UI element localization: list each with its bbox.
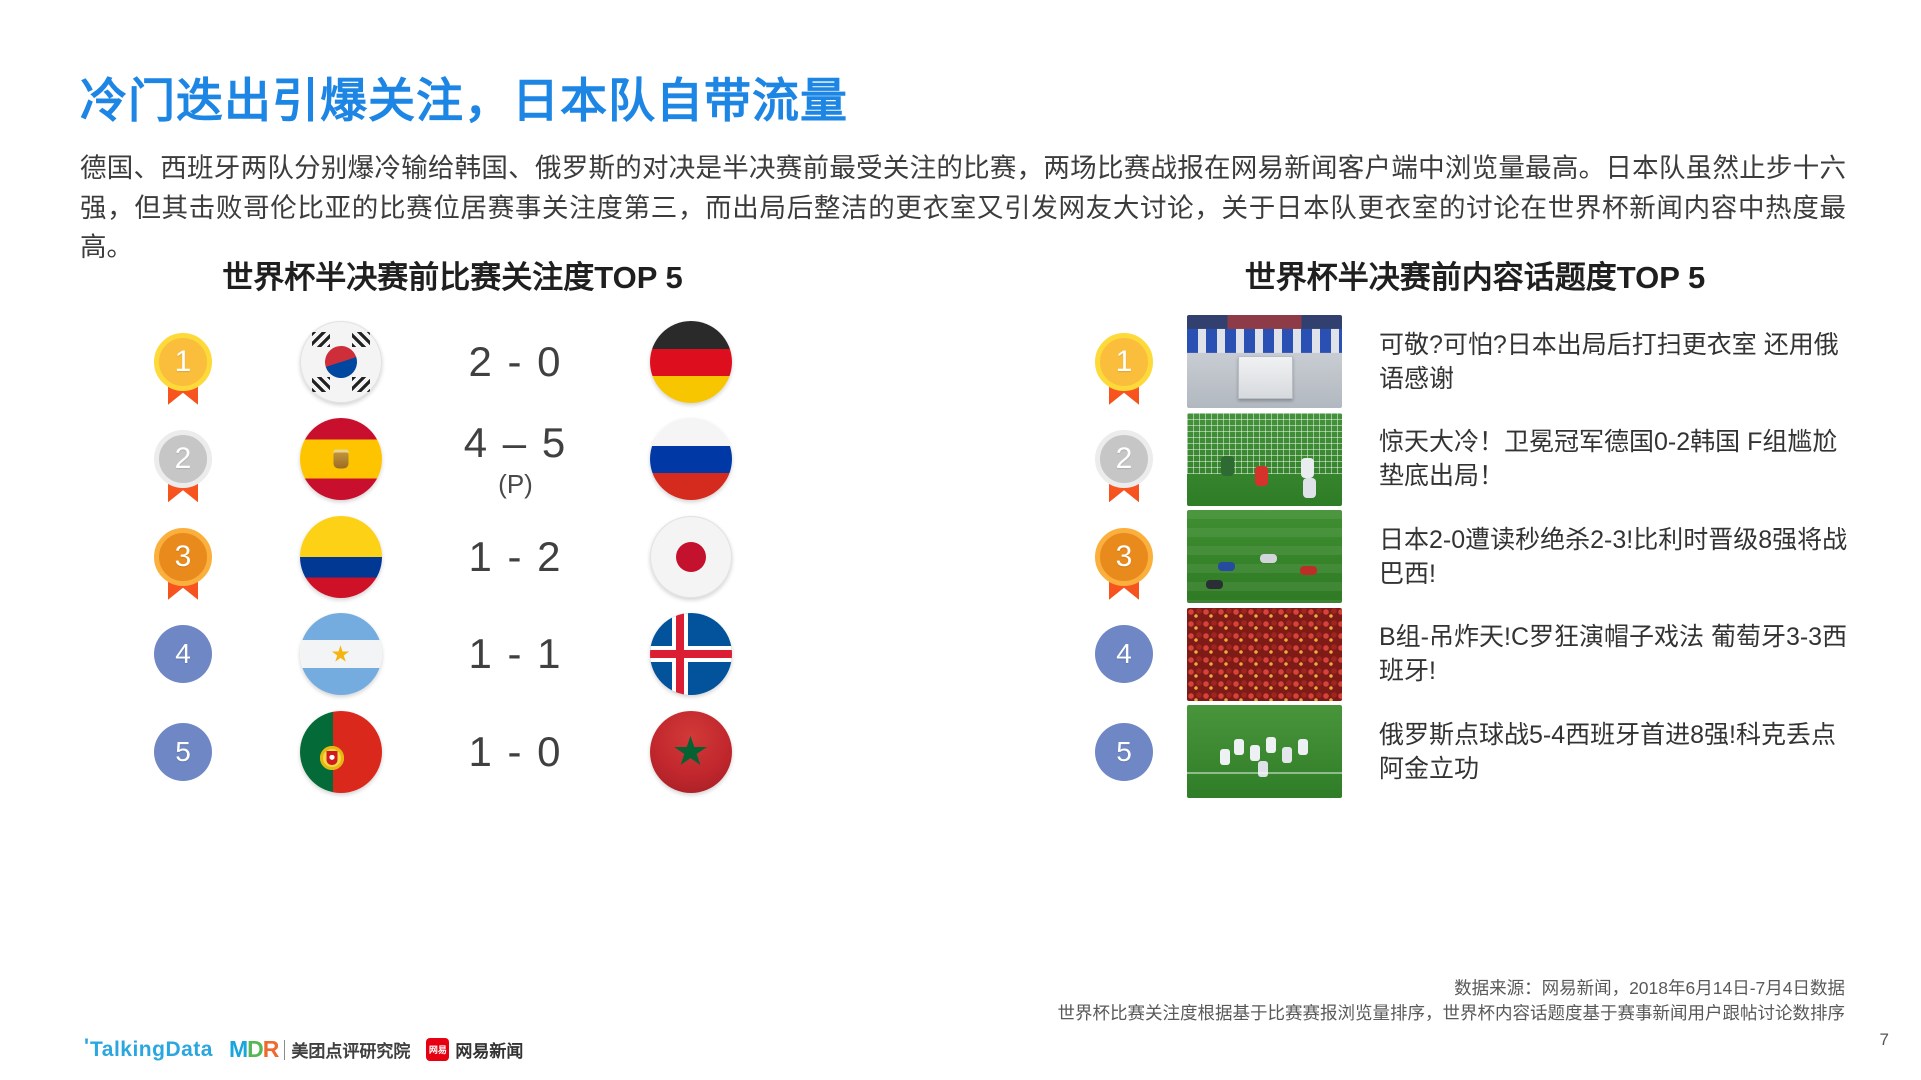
topic-ranking-panel: 世界杯半决赛前内容话题度TOP 5 1 可敬?可怕?日本出局后打扫更衣室 还用俄… (1095, 252, 1855, 801)
match-score: 1 - 0 (468, 727, 563, 775)
iceland-flag-icon (649, 613, 732, 696)
topic-ranking-title: 世界杯半决赛前内容话题度TOP 5 (1244, 260, 1706, 295)
match-ranking-rows: 1 2 - 0 2 4 – 5 (P) (80, 313, 825, 801)
match-score: 1 - 2 (468, 532, 563, 580)
russia-celebration-thumbnail (1187, 705, 1342, 799)
south-korea-flag-icon (299, 320, 382, 403)
topic-row-5: 5 俄罗斯点球战5-4西班牙首进8强!科克丢点阿金立功 (1095, 703, 1855, 801)
rank-number: 1 (154, 332, 212, 391)
netease-news-label: 网易新闻 (455, 1042, 524, 1061)
score-cell: 4 – 5 (P) (464, 419, 567, 500)
match-row-1: 1 2 - 0 (80, 313, 825, 411)
germany-korea-thumbnail (1187, 412, 1342, 506)
page-title: 冷门迭出引爆关注，日本队自带流量 (80, 74, 848, 127)
score-cell: 1 - 0 (468, 728, 562, 776)
rank-5-badge: 5 (1095, 722, 1153, 781)
topic-row-3: 3 日本2-0遭读秒绝杀2-3!比利时晋级8强将战巴西! (1095, 508, 1855, 606)
footer-logos: TalkingData MDR 美团点评研究院 网易 网易新闻 (84, 1035, 523, 1063)
score-cell: 2 - 0 (468, 338, 562, 386)
score-cell: 1 - 1 (468, 630, 562, 678)
intro-paragraph: 德国、西班牙两队分别爆冷输给韩国、俄罗斯的对决是半决赛前最受关注的比赛，两场比赛… (80, 153, 1846, 262)
meituan-research-label: 美团点评研究院 (291, 1042, 411, 1061)
netease-news-logo: 网易 网易新闻 (426, 1037, 523, 1062)
data-source-line1: 数据来源：网易新闻，2018年6月14日-7月4日数据 (1454, 978, 1845, 998)
portugal-fans-thumbnail (1187, 607, 1342, 701)
rank-3-badge: 3 (154, 527, 212, 600)
topic-headline: 可敬?可怕?日本出局后打扫更衣室 还用俄语感谢 (1379, 330, 1839, 393)
locker-room-thumbnail (1187, 315, 1342, 409)
topic-headline: 惊天大冷！卫冕冠军德国0-2韩国 F组尴尬垫底出局！ (1379, 428, 1838, 491)
rank-number: 2 (1095, 430, 1153, 489)
rank-number: 1 (1095, 332, 1153, 391)
topic-row-4: 4 B组-吊炸天!C罗狂演帽子戏法 葡萄牙3-3西班牙! (1095, 606, 1855, 704)
data-source-note: 数据来源：网易新闻，2018年6月14日-7月4日数据 世界杯比赛关注度根据基于… (1058, 976, 1846, 1026)
rank-1-badge: 1 (154, 332, 212, 405)
rank-5-badge: 5 (154, 722, 212, 781)
rank-2-badge: 2 (154, 430, 212, 503)
germany-flag-icon (649, 320, 732, 403)
portugal-flag-icon (299, 710, 382, 793)
score-cell: 1 - 2 (468, 533, 562, 581)
morocco-flag-icon (649, 710, 732, 793)
match-row-4: 4 1 - 1 (80, 606, 825, 704)
score-note: (P) (498, 468, 533, 499)
rank-4-badge: 4 (1095, 625, 1153, 684)
rank-number: 4 (1095, 625, 1153, 684)
match-score: 4 – 5 (463, 418, 568, 466)
japan-flag-icon (649, 515, 732, 598)
rank-number: 4 (154, 625, 212, 684)
rank-3-badge: 3 (1095, 527, 1153, 600)
rank-number: 3 (154, 527, 212, 586)
match-ranking-title: 世界杯半决赛前比赛关注度TOP 5 (222, 260, 683, 295)
topic-row-2: 2 惊天大冷！卫冕冠军德国0-2韩国 F组尴尬垫底出局！ (1095, 411, 1855, 509)
topic-headline: B组-吊炸天!C罗狂演帽子戏法 葡萄牙3-3西班牙! (1379, 623, 1848, 686)
match-row-2: 2 4 – 5 (P) (80, 411, 825, 509)
topic-row-1: 1 可敬?可怕?日本出局后打扫更衣室 还用俄语感谢 (1095, 313, 1855, 411)
rank-1-badge: 1 (1095, 332, 1153, 405)
netease-logo-icon: 网易 (426, 1038, 450, 1061)
rank-number: 5 (154, 722, 212, 781)
topic-headline: 日本2-0遭读秒绝杀2-3!比利时晋级8强将战巴西! (1379, 525, 1848, 588)
match-row-5: 5 1 - 0 (80, 703, 825, 801)
topic-headline: 俄罗斯点球战5-4西班牙首进8强!科克丢点阿金立功 (1379, 720, 1836, 783)
topic-ranking-rows: 1 可敬?可怕?日本出局后打扫更衣室 还用俄语感谢 2 惊天大冷！卫冕冠军德国0… (1095, 313, 1855, 801)
rank-number: 2 (154, 430, 212, 489)
rank-2-badge: 2 (1095, 430, 1153, 503)
match-row-3: 3 1 - 2 (80, 508, 825, 606)
data-source-line2: 世界杯比赛关注度根据基于比赛赛报浏览量排序，世界杯内容话题度基于赛事新闻用户跟帖… (1057, 1003, 1846, 1023)
colombia-flag-icon (299, 515, 382, 598)
meituan-research-logo: MDR 美团点评研究院 (229, 1036, 410, 1063)
russia-flag-icon (649, 418, 732, 501)
japan-belgium-thumbnail (1187, 510, 1342, 604)
rank-number: 5 (1095, 722, 1153, 781)
page-number: 7 (1879, 1030, 1889, 1049)
match-score: 2 - 0 (468, 337, 563, 385)
talkingdata-logo: TalkingData (84, 1035, 213, 1062)
argentina-flag-icon (299, 613, 382, 696)
spain-flag-icon (299, 418, 382, 501)
match-ranking-panel: 世界杯半决赛前比赛关注度TOP 5 1 2 - 0 2 (80, 252, 825, 801)
rank-4-badge: 4 (154, 625, 212, 684)
mdr-logo-icon: MDR (228, 1036, 279, 1062)
logo-divider (284, 1039, 286, 1060)
match-score: 1 - 1 (468, 630, 563, 678)
rank-number: 3 (1095, 527, 1153, 586)
